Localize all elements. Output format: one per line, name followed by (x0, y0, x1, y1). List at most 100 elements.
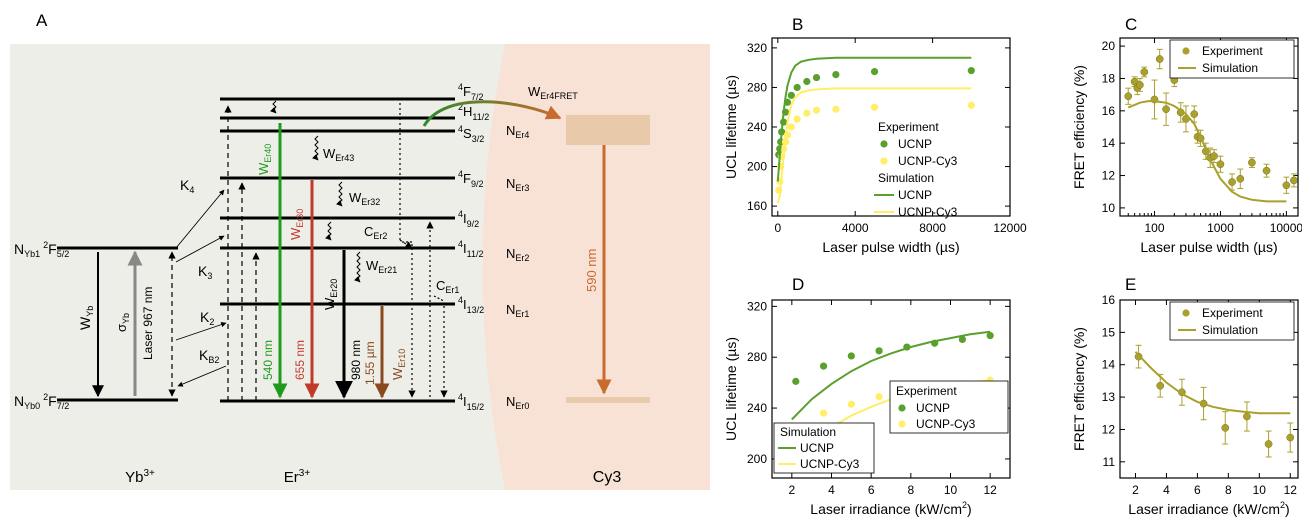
data-point (847, 400, 855, 408)
data-point (986, 332, 994, 340)
x-tick-label: 6 (868, 483, 875, 497)
x-tick-label: 10 (944, 483, 958, 497)
series-line-simulation (1134, 351, 1291, 415)
y-tick-label: 16 (1102, 104, 1116, 118)
legend-point-symbol (880, 157, 888, 165)
legend-box (889, 380, 1009, 434)
plot-frame (1119, 37, 1299, 217)
legend-point-symbol (898, 420, 906, 428)
x-tick-label: 1000 (1207, 221, 1234, 235)
y-tick-label: 15 (1102, 325, 1116, 339)
data-point (803, 77, 811, 86)
er-population-labels: NEr4 NEr3 NEr2 NEr1 NEr0 (506, 123, 529, 411)
y-tick-label: 280 (747, 80, 767, 94)
y-tick-label: 11 (1103, 455, 1116, 469)
x-tick-label: 6 (1194, 483, 1201, 497)
data-point (967, 101, 975, 109)
x-axis-label: Laser pulse width (µs) (822, 239, 959, 255)
y-tick-label: 240 (747, 120, 767, 134)
svg-text:4I11/2: 4I11/2 (458, 239, 484, 259)
data-point (967, 67, 975, 75)
svg-text:4F9/2: 4F9/2 (458, 169, 483, 189)
x-tick-label: 8 (1225, 483, 1232, 497)
data-point (847, 352, 855, 360)
cy3-region (482, 44, 710, 490)
x-tick-label: 2 (788, 483, 795, 497)
y-axis-label: FRET efficiency (%) (1071, 327, 1087, 451)
legend-label: UCNP-Cy3 (898, 205, 958, 219)
legend-label: UCNP (916, 401, 950, 415)
x-tick-label: 100 (1144, 221, 1164, 235)
label-1550: 1.55 µm (363, 341, 377, 385)
charts: B 0 4000 8000 12000 160 200 240 280 320 Laser puls… (723, 15, 1302, 517)
data-point (1190, 110, 1199, 118)
legend-label: Simulation (1202, 323, 1258, 337)
y-tick-label: 14 (1102, 358, 1116, 372)
y-axis-label: FRET efficiency (%) (1071, 65, 1087, 189)
panel-letter-a: A (36, 11, 48, 30)
y-tick-label: 200 (747, 160, 767, 174)
label-590: 590 nm (584, 249, 599, 292)
legend-title: Simulation (878, 171, 934, 185)
chart-panel-c: C 100 1000 10000 10 12 14 16 18 20 Laser pulse wid… (1071, 15, 1302, 255)
x-tick-label: 4 (1163, 483, 1170, 497)
x-tick-label: 12 (1284, 483, 1298, 497)
label-540: 540 nm (261, 340, 275, 380)
plot-frame (1119, 299, 1299, 479)
data-point (1236, 174, 1245, 183)
svg-text:4I15/2: 4I15/2 (458, 392, 484, 412)
panel-letter: C (1125, 15, 1137, 34)
legend-label: UCNP (898, 137, 932, 151)
legend-title: Experiment (896, 384, 957, 398)
legend-label: Simulation (1202, 61, 1258, 75)
y-tick-label: 14 (1102, 136, 1116, 150)
data-point (875, 393, 883, 401)
y-axis-label: UCL lifetime (µs) (723, 75, 739, 179)
legend-label: UCNP-Cy3 (800, 457, 860, 471)
cy3-excited-level (566, 115, 650, 145)
x-tick-label: 4000 (842, 221, 869, 235)
legend-label: Experiment (1202, 306, 1263, 320)
upconversion-dashed-arrows (224, 105, 260, 401)
legend-box (1169, 39, 1295, 79)
energy-level-diagram: A NYb12F5/2 NYb02F7/2 WYb σYb Laser 967 … (10, 11, 710, 490)
y-tick-label: 12 (1102, 169, 1116, 183)
y-tick-label: 12 (1102, 422, 1116, 436)
svg-text:4I9/2: 4I9/2 (458, 209, 479, 229)
legend-label: UCNP (898, 188, 932, 202)
series-line-ucnp (776, 56, 972, 182)
cy3-ground-level (566, 397, 650, 403)
nonradiative-wiggles (270, 100, 361, 283)
legend-point-symbol (1182, 309, 1190, 317)
svg-text:4F7/2: 4F7/2 (458, 82, 483, 102)
fret-arrow (422, 100, 562, 127)
data-point (793, 83, 801, 92)
panel-letter: D (792, 275, 804, 294)
label-655: 655 nm (293, 340, 307, 380)
x-tick-label: 10 (1253, 483, 1267, 497)
panel-letter: E (1125, 275, 1136, 294)
data-point (832, 105, 840, 113)
cross-relaxation-dotted (399, 103, 448, 398)
x-tick-label: 12 (983, 483, 997, 497)
x-tick-label: 2 (1132, 483, 1139, 497)
data-point (1286, 433, 1295, 442)
plot-frame (771, 299, 1011, 479)
label-laser: Laser 967 nm (141, 287, 155, 360)
legend-point-symbol (880, 140, 888, 148)
data-point (1243, 412, 1251, 421)
data-point (1156, 381, 1165, 390)
data-point (1221, 423, 1230, 432)
data-point (1216, 160, 1225, 169)
er-term-labels: 4F7/2 2H11/2 4S3/2 4F9/2 4I9/2 4I11/2 4I… (458, 82, 489, 412)
x-axis-label: Laser pulse width (µs) (1140, 239, 1277, 255)
data-point (1248, 158, 1256, 167)
x-tick-label: 0 (774, 221, 781, 235)
y-tick-label: 240 (747, 401, 767, 415)
data-point (958, 335, 967, 344)
series-line-ucnp-cy3 (776, 87, 972, 204)
data-point (792, 377, 800, 385)
data-point (793, 115, 801, 123)
data-point (787, 91, 795, 99)
